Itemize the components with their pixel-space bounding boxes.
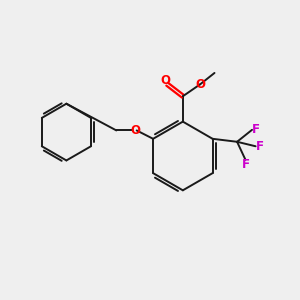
Text: O: O — [161, 74, 171, 87]
Text: O: O — [130, 124, 140, 136]
Text: F: F — [242, 158, 250, 171]
Text: F: F — [252, 123, 260, 136]
Text: O: O — [195, 78, 205, 91]
Text: F: F — [256, 140, 264, 153]
